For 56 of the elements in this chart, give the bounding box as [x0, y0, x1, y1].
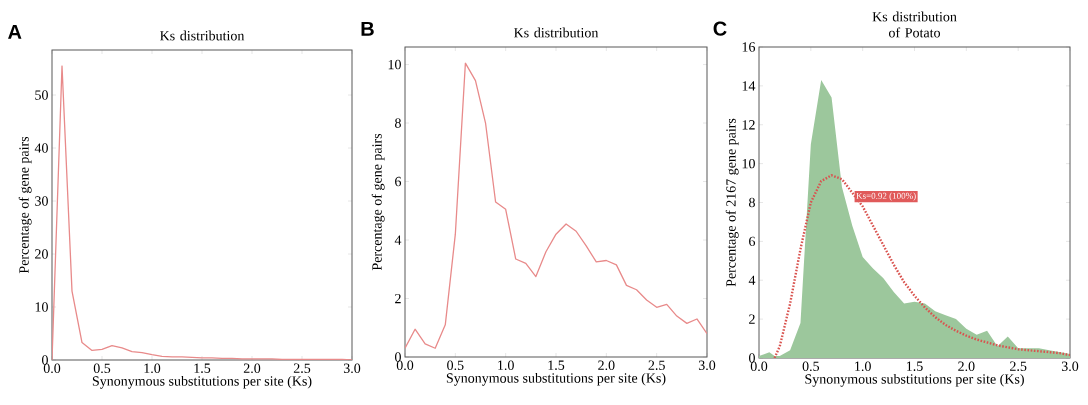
x-tick-label: 0.5: [447, 360, 464, 371]
chart-title: Ks distribution: [514, 27, 599, 38]
x-tick-label: 1.5: [548, 360, 565, 370]
y-tick-label: 50: [35, 90, 48, 100]
x-tick-label: 2.5: [1010, 361, 1027, 372]
y-tick-label: 4: [748, 275, 756, 285]
y-tick-label: 10: [388, 59, 401, 70]
x-tick-label: 1.5: [194, 363, 211, 373]
x-tick-label: 2.0: [958, 361, 975, 372]
y-tick-label: 30: [35, 196, 48, 206]
x-tick-label: 0.0: [43, 363, 61, 374]
y-tick-label: 8: [395, 118, 401, 128]
x-tick-label: 1.0: [855, 361, 871, 372]
text: A: [8, 24, 22, 39]
y-tick-label: 8: [749, 197, 755, 208]
y-tick-label: 0: [42, 355, 48, 365]
x-tick-label: 2.0: [243, 363, 261, 374]
x-tick-label: 0.0: [750, 361, 768, 372]
annotation: Ks=0.92 (100%): [856, 192, 916, 201]
x-axis-title: Synonymous substitutions per site (Ks): [92, 375, 312, 389]
x-tick-label: 1.5: [906, 361, 923, 371]
y-tick-label: 4: [394, 235, 402, 245]
y-axis-title: Percentage of gene pairs: [18, 136, 32, 274]
x-tick-label: 1.0: [498, 360, 514, 371]
x-tick-label: 1.0: [144, 363, 161, 374]
x-axis-title: Synonymous substitutions per site (Ks): [446, 372, 666, 386]
line-series: [405, 62, 707, 349]
y-tick-label: 14: [742, 81, 756, 91]
y-axis-title: Percentage of gene pairs: [371, 133, 385, 271]
x-axis-title: Synonymous substitutions per site (Ks): [805, 373, 1024, 387]
text: C: [713, 21, 727, 36]
x-tick-label: 0.5: [93, 363, 111, 374]
x-tick-label: 0.0: [396, 360, 414, 371]
x-tick-label: 2.5: [293, 363, 311, 374]
x-tick-label: 2.5: [648, 360, 665, 371]
x-tick-label: 3.0: [1061, 361, 1079, 372]
y-tick-label: 40: [34, 143, 48, 153]
y-tick-label: 2: [749, 314, 755, 324]
y-tick-label: 20: [35, 249, 48, 259]
x-tick-label: 2.0: [598, 360, 615, 371]
y-tick-label: 0: [395, 352, 401, 362]
text: B: [361, 21, 374, 36]
y-tick-label: 10: [742, 158, 755, 169]
y-tick-label: 6: [395, 176, 402, 187]
y-tick-label: 0: [749, 353, 755, 363]
x-tick-label: 3.0: [343, 363, 361, 374]
y-tick-label: 12: [742, 120, 755, 130]
y-tick-label: 6: [749, 236, 756, 247]
chart-title: Ks distribution: [160, 30, 245, 41]
chart-title: Ks distribution of Potato: [872, 11, 957, 38]
y-tick-label: 10: [35, 302, 48, 312]
x-tick-label: 0.5: [802, 361, 820, 372]
x-tick-label: 3.0: [698, 360, 716, 371]
y-tick-label: 2: [395, 293, 401, 304]
y-tick-label: 16: [742, 42, 756, 52]
y-axis-title: Percentage of 2167 gene pairs: [725, 118, 739, 287]
